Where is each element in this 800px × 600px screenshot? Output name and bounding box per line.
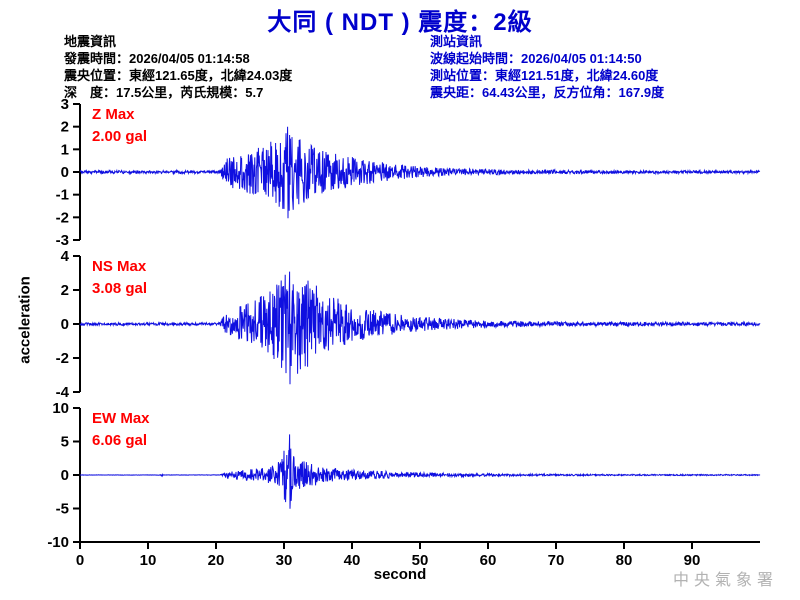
z-waveform: [79, 126, 761, 219]
ns-max-value: 3.08 gal: [92, 280, 148, 297]
ew-max-title: EW Max: [92, 410, 150, 427]
ew-channel-max-label: EW Max 6.06 gal: [92, 408, 150, 452]
z-max-value: 2.00 gal: [92, 128, 148, 145]
quake-info-heading: 地震資訊: [64, 34, 117, 49]
svg-text:-3: -3: [56, 232, 69, 249]
quake-depth-magnitude: 深 度：17.5公里，芮氏規模：5.7: [64, 85, 264, 100]
svg-text:0: 0: [76, 552, 84, 569]
ew-max-value: 6.06 gal: [92, 432, 148, 449]
svg-text:-2: -2: [56, 350, 69, 367]
svg-text:50: 50: [412, 552, 429, 569]
z-max-title: Z Max: [92, 106, 135, 123]
ns-y-axis: 4 2 0 -2 -4: [56, 248, 81, 401]
z-channel-max-label: Z Max 2.00 gal: [92, 104, 147, 148]
quake-info: 地震資訊 發震時間：2026/04/05 01:14:58 震央位置：東經121…: [64, 33, 292, 101]
ns-waveform: [79, 271, 761, 385]
svg-text:-5: -5: [56, 501, 69, 518]
x-axis: 0 10 20 30 40 50 60 70 80 90: [76, 541, 760, 569]
svg-text:0: 0: [61, 164, 69, 181]
svg-text:1: 1: [61, 141, 69, 158]
quake-origin-time: 發震時間：2026/04/05 01:14:58: [64, 51, 250, 66]
svg-text:2: 2: [61, 119, 69, 136]
svg-text:-4: -4: [56, 384, 70, 401]
station-info-heading: 測站資訊: [430, 34, 483, 49]
svg-text:70: 70: [548, 552, 565, 569]
svg-text:90: 90: [684, 552, 701, 569]
svg-text:30: 30: [276, 552, 293, 569]
page-title: 大同 ( NDT ) 震度：2級: [267, 9, 533, 36]
svg-text:10: 10: [52, 400, 69, 417]
agency-watermark: 中央氣象署: [672, 572, 778, 589]
svg-text:10: 10: [140, 552, 157, 569]
svg-text:-2: -2: [56, 209, 69, 226]
ew-waveform: [79, 434, 761, 509]
svg-text:80: 80: [616, 552, 633, 569]
svg-text:2: 2: [61, 282, 69, 299]
quake-epicenter-location: 震央位置：東經121.65度，北緯24.03度: [64, 68, 293, 83]
station-wave-start-time: 波線起始時間：2026/04/05 01:14:50: [430, 51, 642, 66]
svg-text:-10: -10: [47, 534, 69, 551]
svg-text:20: 20: [208, 552, 225, 569]
z-y-axis: 3 2 1 0 -1 -2 -3: [56, 96, 81, 249]
y-axis-label: acceleration: [16, 276, 34, 364]
station-info: 測站資訊 波線起始時間：2026/04/05 01:14:50 測站位置：東經1…: [430, 33, 664, 101]
ew-y-axis: 10 5 0 -5 -10: [47, 400, 81, 551]
x-axis-label: second: [373, 566, 427, 583]
ns-max-title: NS Max: [92, 258, 147, 275]
svg-text:40: 40: [344, 552, 361, 569]
ns-channel-max-label: NS Max 3.08 gal: [92, 256, 147, 300]
svg-text:60: 60: [480, 552, 497, 569]
svg-text:0: 0: [61, 316, 69, 333]
svg-text:-1: -1: [56, 187, 69, 204]
station-distance-azimuth: 震央距：64.43公里，反方位角：167.9度: [430, 85, 665, 100]
svg-text:5: 5: [61, 434, 69, 451]
station-location: 測站位置：東經121.51度，北緯24.60度: [430, 68, 659, 83]
svg-text:0: 0: [61, 467, 69, 484]
svg-text:4: 4: [61, 248, 70, 265]
svg-text:3: 3: [61, 96, 69, 113]
